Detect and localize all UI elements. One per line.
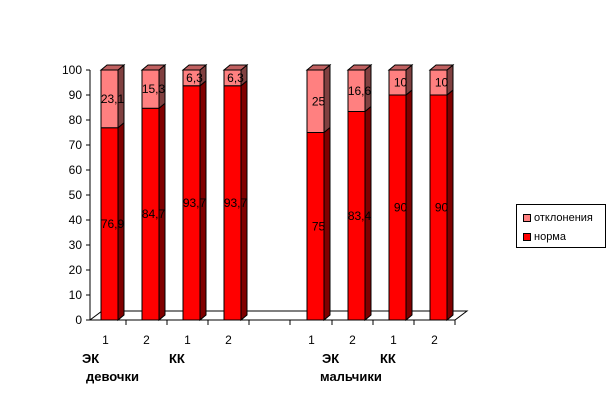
bar-segment-deviations-top: [428, 64, 455, 71]
value-axis: 0 10 20 30 40 50 60 70 80 90 100: [62, 63, 91, 327]
legend-label-deviations: отклонения: [534, 212, 593, 224]
legend: отклонения норма: [516, 204, 606, 248]
y-tick-label: 90: [69, 88, 83, 102]
bar-segment-deviations-top: [305, 64, 332, 71]
legend-swatch-norm: [523, 233, 531, 241]
y-tick-label: 0: [75, 313, 82, 327]
bars: [99, 63, 455, 322]
category-axis: 1 2 1 2 1 2 1 2: [90, 319, 456, 347]
group-label-girls: девочки: [86, 369, 139, 384]
data-label: 75: [312, 219, 326, 233]
data-label: 10: [435, 76, 449, 90]
x-tick-label: 2: [143, 333, 150, 347]
legend-item-deviations: отклонения: [523, 211, 593, 225]
data-label: 15,3: [142, 82, 166, 96]
data-label: 25: [312, 94, 326, 108]
data-label: 90: [435, 201, 449, 215]
data-label: 76,9: [101, 217, 125, 231]
data-label: 6,3: [186, 71, 203, 85]
data-label: 90: [394, 201, 408, 215]
x-tick-label: 2: [225, 333, 232, 347]
legend-swatch-deviations: [523, 214, 531, 222]
group-label-ek-girls: ЭК: [82, 351, 100, 366]
legend-label-norm: норма: [534, 231, 566, 243]
bar-segment-deviations-top: [387, 64, 414, 71]
y-tick-label: 100: [62, 63, 82, 77]
y-tick-label: 70: [69, 138, 83, 152]
data-labels: 76,9 23,1 84,7 15,3 93,7 6,3 93,7 6,3 75 25 83,4 16…: [101, 71, 449, 233]
data-label: 16,6: [348, 84, 372, 98]
y-tick-label: 20: [69, 263, 83, 277]
data-label: 83,4: [348, 209, 372, 223]
x-tick-label: 1: [308, 333, 315, 347]
bar-segment-deviations-top: [181, 64, 208, 71]
x-tick-label: 1: [102, 333, 109, 347]
group-label-kk-girls: КК: [169, 351, 185, 366]
data-label: 6,3: [227, 71, 244, 85]
group-label-boys: мальчики: [320, 369, 382, 384]
y-tick-label: 30: [69, 238, 83, 252]
data-label: 84,7: [142, 207, 166, 221]
group-label-kk-boys: КК: [380, 351, 396, 366]
data-label: 93,7: [183, 196, 207, 210]
y-tick-label: 80: [69, 113, 83, 127]
data-label: 23,1: [101, 92, 125, 106]
data-label: 10: [394, 76, 408, 90]
data-label: 93,7: [224, 196, 248, 210]
group-label-ek-boys: ЭК: [322, 351, 340, 366]
bar-segment-deviations-top: [346, 64, 373, 71]
y-tick-label: 10: [69, 288, 83, 302]
y-tick-label: 40: [69, 213, 83, 227]
y-tick-label: 60: [69, 163, 83, 177]
bar-segment-deviations-top: [99, 64, 126, 71]
bar-segment-deviations-top: [140, 64, 167, 71]
y-tick-label: 50: [69, 188, 83, 202]
legend-item-norm: норма: [523, 230, 566, 244]
x-tick-label: 2: [431, 333, 438, 347]
bar-segment-deviations-top: [222, 64, 249, 71]
x-tick-label: 1: [184, 333, 191, 347]
x-tick-label: 2: [349, 333, 356, 347]
x-tick-label: 1: [390, 333, 397, 347]
